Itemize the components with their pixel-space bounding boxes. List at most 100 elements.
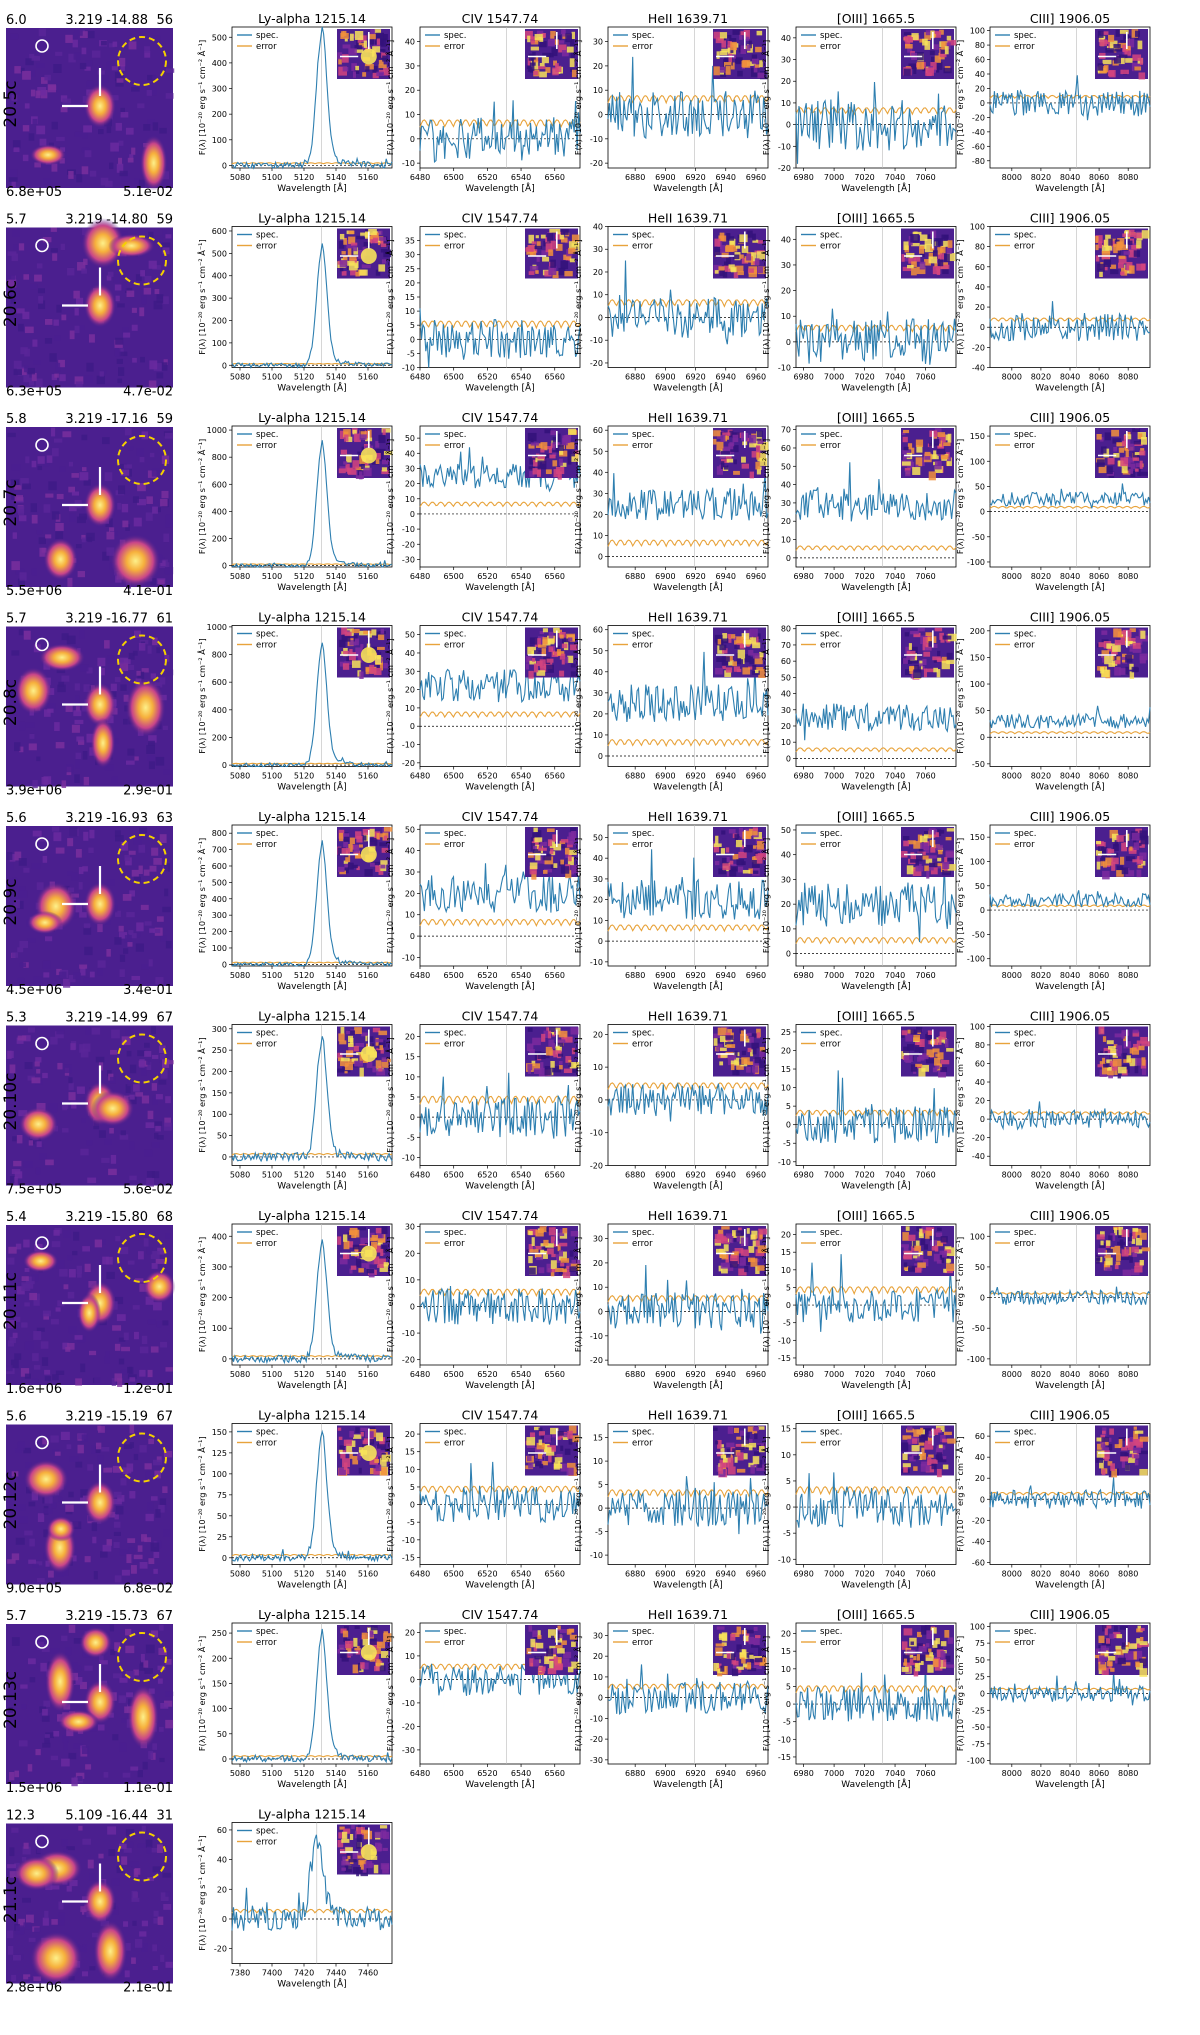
stamp-noise-pixel <box>164 432 174 439</box>
stamp-noise-pixel <box>72 39 78 48</box>
stamp-noise-pixel <box>103 1467 113 1473</box>
stamp-noise-pixel <box>153 1302 162 1311</box>
stamp-noise-pixel <box>24 326 34 334</box>
stamp-noise-pixel <box>13 369 22 376</box>
inset-pixel <box>338 1449 343 1454</box>
inset-pixel <box>935 844 943 851</box>
inset-pixel <box>554 1457 563 1463</box>
inset-pixel <box>913 1034 921 1042</box>
spectrum-series-line <box>231 1239 393 1365</box>
stamp-noise-pixel <box>146 1177 154 1187</box>
stamp-noise-pixel <box>165 1233 171 1239</box>
stamp-noise-pixel <box>165 1367 173 1372</box>
inset-pixel <box>748 434 757 444</box>
stamp-noise-pixel <box>115 295 120 302</box>
y-tick-label: 80 <box>975 1041 985 1050</box>
x-tick-label: 6480 <box>410 1171 430 1180</box>
y-tick-label: -10 <box>402 1153 415 1162</box>
inset-pixel <box>542 256 550 262</box>
spectrum-series-line <box>419 1072 581 1139</box>
y-tick-label: 0 <box>598 752 603 761</box>
y-axis-label: F(λ) [10⁻²⁰ erg s⁻¹ cm⁻² Å⁻¹] <box>384 1237 395 1352</box>
inset-pixel <box>1120 244 1129 250</box>
object-row: 6.0 3.219 -14.88 566.8e+05 5.1e-0220.5cLy-al… <box>1 11 1151 200</box>
inset-pixel <box>556 35 562 41</box>
stamp-noise-pixel <box>16 1037 24 1044</box>
inset-pixel <box>901 254 905 262</box>
x-axis-label: Wavelength [Å] <box>841 182 910 194</box>
inset-pixel <box>1097 1248 1106 1256</box>
inset-pixel <box>527 1027 533 1032</box>
inset-pixel <box>532 1037 541 1046</box>
inset-pixel <box>946 247 952 254</box>
stamp-noise-pixel <box>54 722 60 732</box>
stamp-noise-pixel <box>121 282 127 291</box>
y-tick-label: 600 <box>212 862 227 871</box>
inset-pixel <box>920 1055 929 1060</box>
inset-pixel <box>556 40 565 44</box>
inset-pixel <box>1141 1057 1146 1066</box>
inset-pixel <box>935 1053 940 1057</box>
stamp-noise-pixel <box>117 1378 123 1387</box>
stamp-noise-pixel <box>126 1463 134 1472</box>
stamp-noise-pixel <box>44 1496 53 1504</box>
inset-pixel <box>365 666 372 672</box>
inset-pixel <box>1099 66 1108 74</box>
inset-pixel <box>933 31 942 38</box>
y-tick-label: -5 <box>407 1133 415 1142</box>
x-tick-label: 6900 <box>655 572 675 581</box>
stamp-noise-pixel <box>81 534 86 540</box>
inset-pixel <box>736 859 745 866</box>
inset-pixel <box>344 661 354 665</box>
inset-pixel <box>367 1036 374 1043</box>
x-tick-label: 8060 <box>1089 1370 1109 1379</box>
inset-pixel <box>375 1464 382 1472</box>
stamp-noise-pixel <box>153 235 163 243</box>
psf-circle <box>35 238 49 253</box>
inset-pixel <box>758 1228 768 1235</box>
stamp-noise-pixel <box>31 863 41 870</box>
y-tick-label: 400 <box>212 1232 227 1241</box>
legend-spec-label: spec. <box>1014 31 1036 41</box>
inset-pixel <box>1125 666 1129 675</box>
inset-pixel <box>1114 48 1122 52</box>
inset-pixel <box>935 1240 944 1247</box>
x-tick-label: 6920 <box>685 1171 705 1180</box>
stamp-noise-pixel <box>82 866 88 872</box>
stamp-noise-pixel <box>160 935 167 942</box>
inset-pixel <box>345 854 351 863</box>
aperture-circle <box>117 1233 167 1283</box>
inset-pixel <box>752 642 761 649</box>
stamp-noise-pixel <box>14 851 22 861</box>
inset-pixel <box>339 832 344 842</box>
inset-pixel <box>936 669 941 678</box>
stamp-noise-pixel <box>8 177 18 182</box>
inset-pixel <box>555 231 564 240</box>
inset-pixel <box>374 29 382 34</box>
stamp-source-blob <box>143 1270 176 1304</box>
inset-pixel <box>1120 271 1125 276</box>
stamp-noise-pixel <box>128 930 134 935</box>
stamp-noise-pixel <box>106 1271 115 1279</box>
inset-pixel <box>915 464 919 469</box>
stamp-noise-pixel <box>59 1268 68 1277</box>
x-tick-label: 6560 <box>545 772 565 781</box>
stamp-noise-pixel <box>125 857 132 866</box>
stamp-noise-pixel <box>137 1230 145 1236</box>
inset-pixel <box>340 32 349 39</box>
inset-pixel <box>1121 1030 1130 1036</box>
y-tick-label: 100 <box>212 1324 227 1333</box>
x-tick-label: 6960 <box>746 173 766 182</box>
inset-pixel <box>351 34 357 39</box>
inset-pixel <box>1135 30 1141 37</box>
spectrum-series-line <box>231 840 393 967</box>
inset-pixel <box>539 631 545 635</box>
inset-pixel <box>737 649 746 659</box>
aperture-circle <box>117 1033 167 1084</box>
inset-pixel <box>917 1056 921 1062</box>
inset-pixel <box>746 1032 752 1036</box>
inset-pixel <box>939 632 944 640</box>
stamp-noise-pixel <box>134 756 139 761</box>
x-tick-label: 6520 <box>477 1370 497 1379</box>
